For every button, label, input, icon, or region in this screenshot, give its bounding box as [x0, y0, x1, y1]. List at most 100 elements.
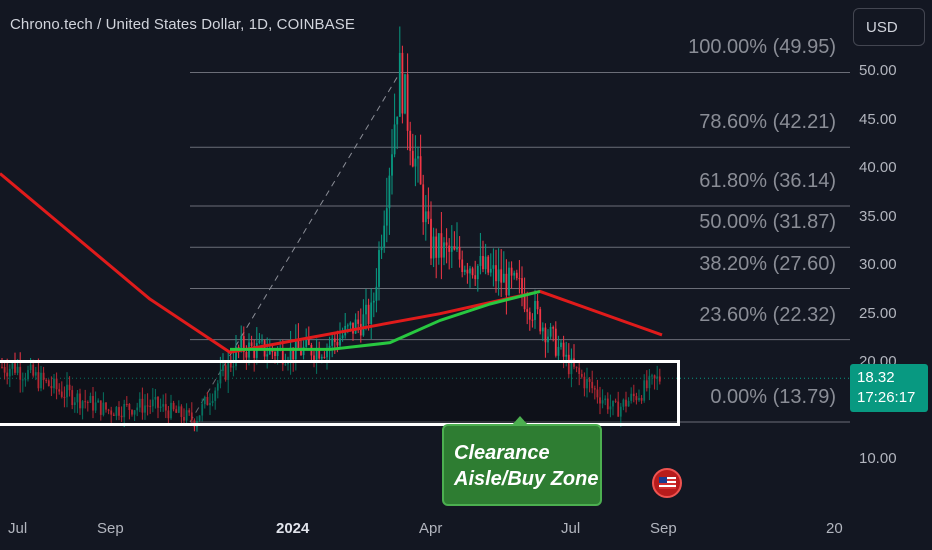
time-tick: 20 [826, 520, 843, 537]
candle-body [593, 388, 596, 390]
candle-body [570, 358, 573, 375]
candle-body [526, 309, 529, 312]
time-axis[interactable]: Jul Sep 2024 Apr Jul Sep 20 [0, 512, 932, 550]
chart-area[interactable] [0, 0, 850, 512]
candle-body [640, 397, 643, 401]
candle-body [149, 405, 152, 407]
candle-body [300, 348, 302, 356]
candle-body [385, 208, 388, 226]
candle-body [245, 352, 248, 358]
candle-body [97, 400, 100, 403]
candle-body [492, 265, 495, 269]
candle-body [47, 380, 50, 386]
fib-level-label: 100.00% (49.95) [688, 36, 836, 59]
candle-body [323, 356, 326, 358]
candle-body [73, 402, 76, 406]
candle-body [362, 314, 365, 336]
candle-body [541, 327, 544, 332]
candle-body [627, 400, 630, 407]
fib-level-label: 0.00% (13.79) [710, 386, 836, 409]
candle-body [86, 401, 89, 403]
price-tick: 35.00 [859, 208, 897, 225]
candle-body [632, 393, 635, 397]
candle-body [63, 396, 66, 398]
candle-body [443, 242, 445, 258]
candle-body [203, 396, 206, 405]
candle-body [609, 406, 612, 410]
candle-body [258, 340, 261, 344]
candle-body [209, 402, 211, 406]
candle-body [167, 410, 170, 419]
candle-body [422, 184, 425, 223]
candle-body [430, 218, 432, 259]
candle-body [177, 406, 180, 413]
trend-dashed-line [189, 72, 401, 423]
time-tick: Jul [561, 520, 581, 537]
candle-body [528, 311, 531, 320]
candle-body [630, 393, 633, 401]
candle-body [185, 410, 188, 421]
candle-body [89, 396, 92, 403]
candle-body [50, 385, 53, 389]
fib-level-label: 23.60% (22.32) [699, 303, 836, 326]
candle-body [653, 375, 656, 379]
us-flag-icon[interactable] [652, 468, 682, 498]
candle-body [336, 341, 339, 346]
candle-body [560, 342, 562, 347]
candle-body [1, 366, 3, 368]
candle-body [596, 389, 599, 398]
candle-body [242, 336, 245, 353]
candle-body [502, 273, 505, 283]
candle-body [292, 347, 295, 360]
candle-body [497, 269, 500, 282]
candle-body [396, 116, 399, 125]
currency-button[interactable]: USD [853, 8, 925, 46]
price-axis[interactable]: 50.00 45.00 40.00 35.00 30.00 25.00 20.0… [850, 0, 932, 512]
candle-body [383, 225, 386, 247]
candle-body [562, 342, 565, 357]
candle-body [404, 74, 406, 114]
candle-body [92, 396, 94, 411]
candle-body [188, 410, 191, 413]
buy-zone-rectangle [0, 360, 680, 426]
candle-body [471, 268, 474, 276]
candle-body [112, 414, 115, 416]
candle-body [534, 301, 536, 320]
candle-body [409, 130, 412, 151]
price-tick: 40.00 [859, 159, 897, 176]
candle-body [398, 52, 401, 117]
candle-body [198, 415, 201, 421]
price-tick: 25.00 [859, 305, 897, 322]
candle-body [482, 256, 484, 270]
candle-body [479, 256, 482, 266]
candle-body [645, 380, 648, 389]
candle-body [575, 366, 578, 368]
candle-body [331, 338, 334, 346]
candle-body [222, 365, 224, 371]
candle-body [510, 267, 513, 276]
candle-body [219, 370, 222, 384]
candle-body [521, 278, 523, 294]
bar-countdown: 17:26:17 [857, 389, 916, 406]
candle-body [515, 272, 518, 279]
candle-body [120, 415, 123, 418]
candle-body [40, 372, 42, 389]
candle-body [372, 300, 375, 303]
candle-body [476, 265, 479, 280]
price-tick: 10.00 [859, 450, 897, 467]
candle-body [66, 384, 68, 398]
candle-body [536, 301, 539, 310]
price-chart[interactable] [0, 0, 850, 512]
candle-body [489, 268, 492, 273]
time-tick: 2024 [276, 520, 310, 537]
candle-body [578, 367, 581, 375]
candle-body [367, 304, 370, 324]
fib-level-label: 78.60% (42.21) [699, 111, 836, 134]
candle-body [16, 366, 19, 373]
candle-body [302, 346, 305, 356]
candle-body [154, 396, 157, 400]
candle-body [352, 322, 354, 334]
candle-body [32, 364, 35, 376]
candle-body [289, 347, 292, 362]
candle-body [138, 398, 141, 408]
